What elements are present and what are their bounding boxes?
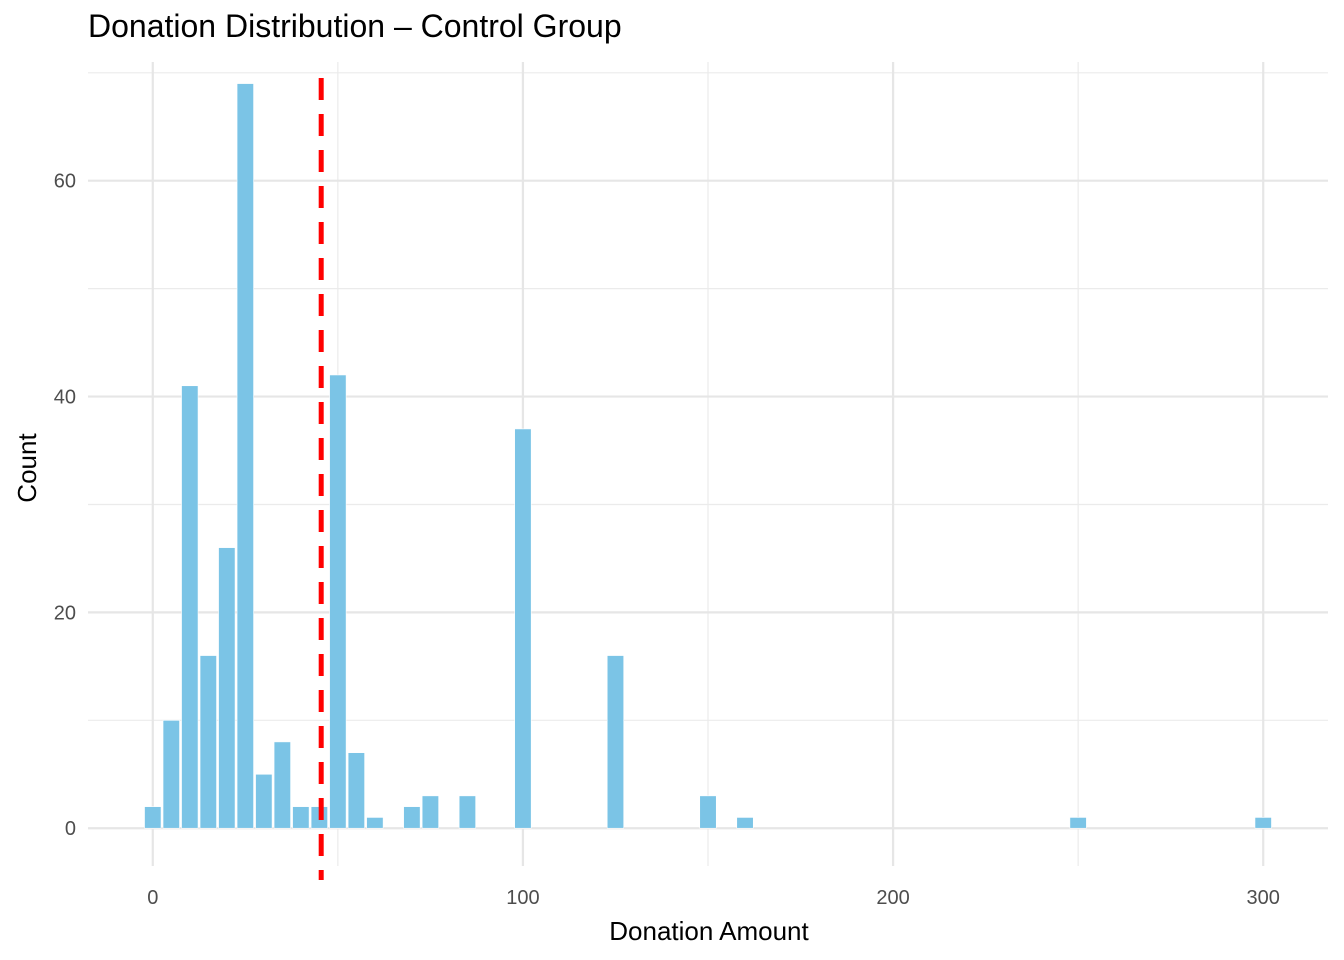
chart-title: Donation Distribution – Control Group bbox=[88, 8, 622, 44]
y-tick-label: 0 bbox=[65, 818, 76, 840]
histogram-bar bbox=[421, 795, 439, 829]
y-tick-label: 20 bbox=[54, 602, 76, 624]
bars-layer bbox=[144, 83, 1272, 829]
histogram-bar bbox=[1069, 817, 1087, 829]
histogram-bar bbox=[144, 806, 162, 829]
histogram-bar bbox=[606, 655, 625, 829]
x-tick-label: 100 bbox=[506, 887, 539, 909]
y-tick-label: 60 bbox=[54, 171, 76, 193]
histogram-bar bbox=[366, 817, 384, 829]
histogram-bar bbox=[236, 83, 254, 829]
histogram-bar bbox=[1254, 817, 1272, 829]
histogram-bar bbox=[403, 806, 421, 829]
histogram-bar bbox=[458, 795, 476, 829]
tick-labels-layer: 0 100 200 300 0 20 40 60 bbox=[54, 171, 1280, 909]
x-tick-label: 0 bbox=[147, 887, 158, 909]
histogram-bar bbox=[736, 817, 754, 829]
histogram-bar bbox=[255, 773, 273, 829]
x-tick-label: 300 bbox=[1247, 887, 1280, 909]
histogram-bar bbox=[181, 385, 199, 829]
histogram-bar bbox=[199, 655, 217, 829]
grid-layer bbox=[88, 62, 1328, 866]
histogram-bar bbox=[699, 795, 717, 829]
histogram-bar bbox=[514, 428, 532, 829]
histogram-bar bbox=[292, 806, 310, 829]
histogram-bar bbox=[347, 752, 365, 829]
histogram-bar bbox=[218, 547, 236, 829]
histogram-bar bbox=[329, 374, 347, 829]
y-tick-label: 40 bbox=[54, 387, 76, 409]
histogram-bar bbox=[162, 720, 180, 829]
x-tick-label: 200 bbox=[876, 887, 909, 909]
y-axis-label: Count bbox=[12, 433, 42, 503]
x-axis-label: Donation Amount bbox=[609, 916, 809, 946]
histogram-bar bbox=[273, 741, 291, 829]
